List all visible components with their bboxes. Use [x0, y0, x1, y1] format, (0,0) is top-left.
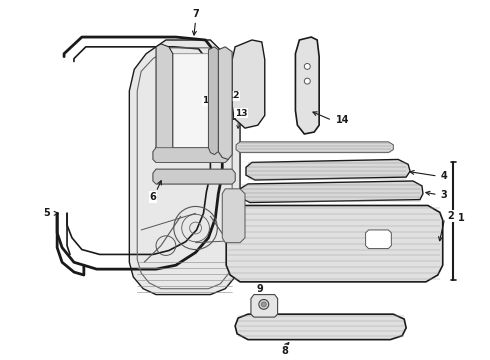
Polygon shape [235, 314, 406, 339]
Polygon shape [236, 142, 393, 153]
Text: 4: 4 [441, 171, 447, 181]
Polygon shape [246, 159, 410, 180]
Polygon shape [251, 294, 278, 317]
Text: 12: 12 [227, 91, 240, 100]
Text: 14: 14 [336, 115, 349, 125]
Polygon shape [222, 189, 245, 243]
Circle shape [304, 63, 310, 69]
Circle shape [259, 300, 269, 309]
Polygon shape [219, 47, 232, 159]
Polygon shape [129, 40, 240, 294]
Text: 6: 6 [149, 192, 156, 202]
Text: 9: 9 [256, 284, 263, 294]
Polygon shape [153, 169, 235, 184]
Text: 11: 11 [202, 96, 215, 105]
Text: 8: 8 [281, 346, 288, 356]
Text: 1: 1 [458, 213, 465, 223]
Text: 10: 10 [215, 78, 227, 87]
Text: 7: 7 [192, 9, 199, 19]
Polygon shape [295, 37, 319, 134]
Polygon shape [366, 230, 392, 248]
Polygon shape [156, 44, 173, 161]
Polygon shape [226, 206, 443, 282]
Text: 13: 13 [235, 109, 247, 118]
Text: 3: 3 [441, 190, 447, 200]
Polygon shape [153, 148, 228, 162]
Polygon shape [157, 54, 232, 159]
Circle shape [261, 302, 266, 307]
Polygon shape [208, 47, 219, 154]
Text: 2: 2 [448, 211, 454, 221]
Text: 5: 5 [43, 208, 49, 218]
Polygon shape [232, 40, 265, 128]
Circle shape [304, 78, 310, 84]
Polygon shape [240, 181, 423, 203]
